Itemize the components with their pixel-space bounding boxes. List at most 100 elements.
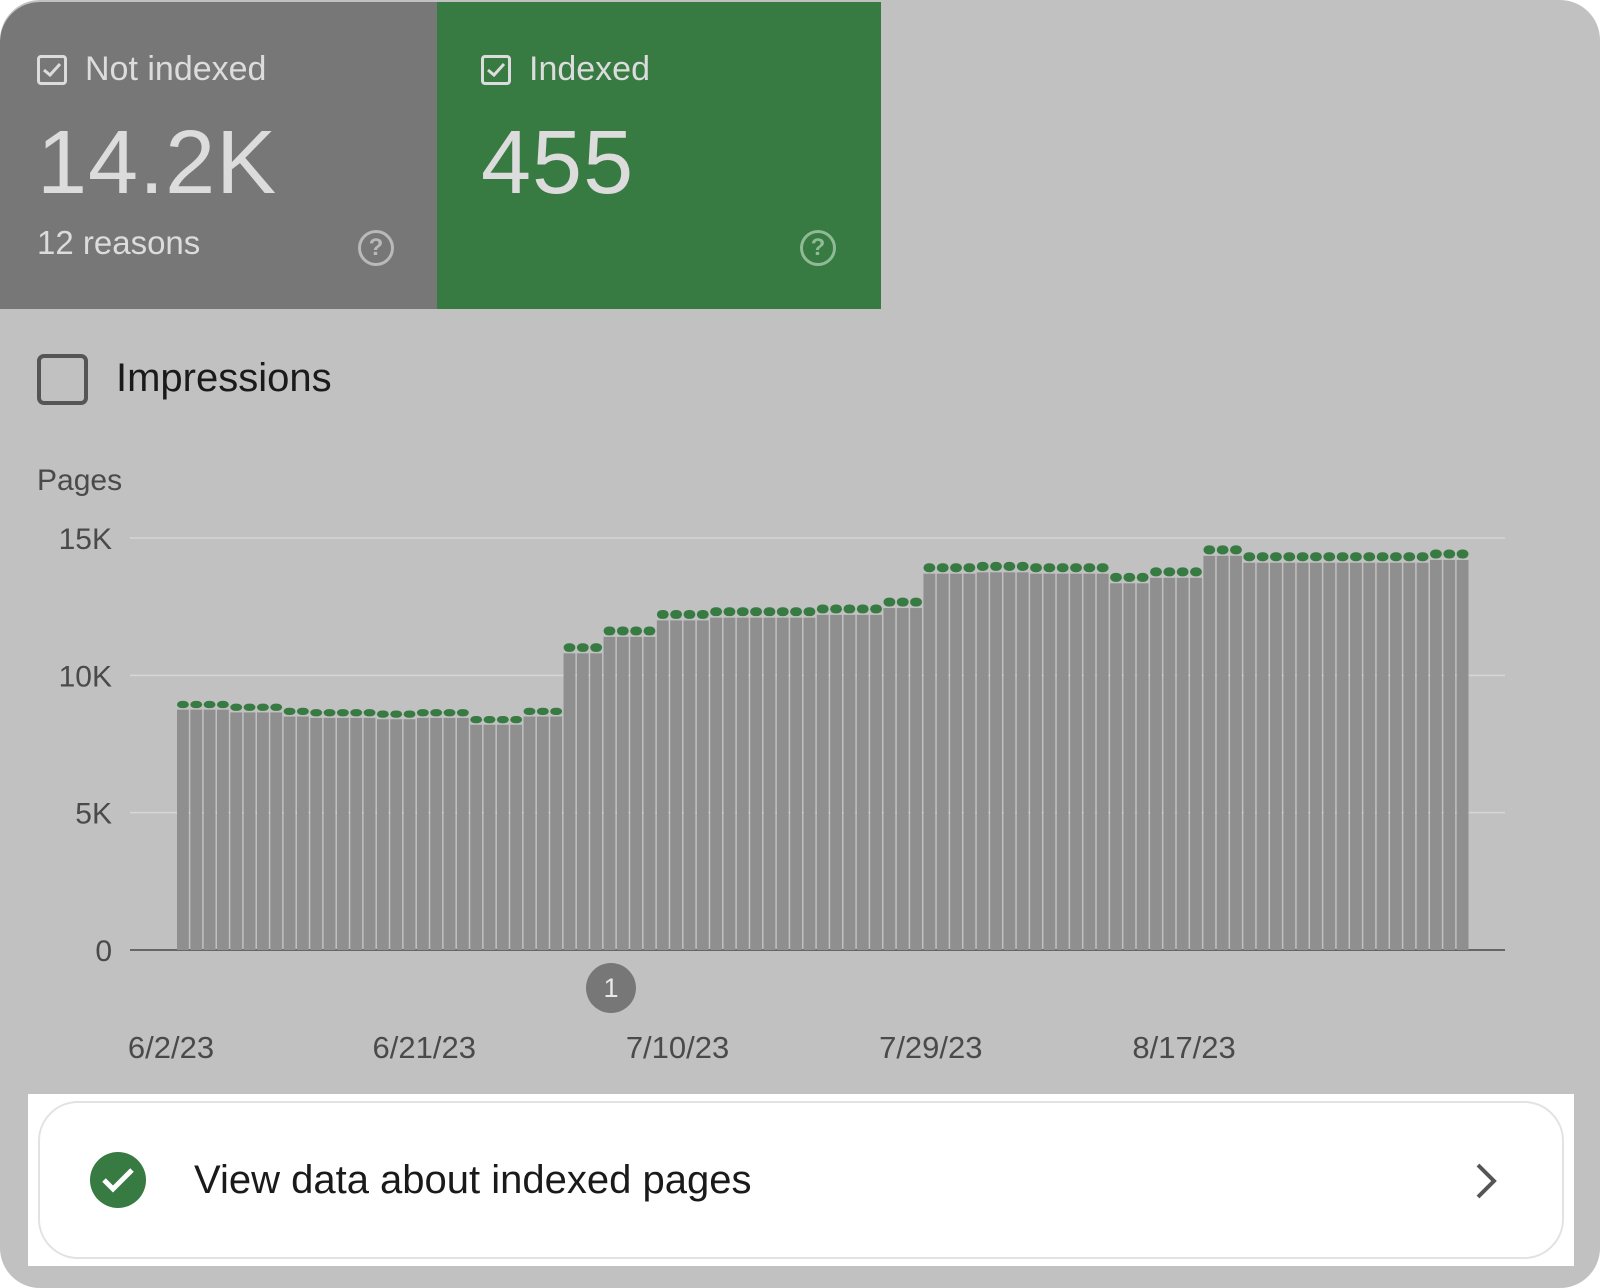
bar-not-indexed[interactable]	[763, 617, 776, 950]
bar-indexed[interactable]	[856, 604, 869, 614]
bar-indexed[interactable]	[1136, 572, 1149, 582]
bar-not-indexed[interactable]	[1323, 562, 1336, 950]
bar-indexed[interactable]	[603, 626, 616, 636]
bar-not-indexed[interactable]	[456, 717, 469, 950]
bar-not-indexed[interactable]	[1190, 577, 1202, 950]
bar-indexed[interactable]	[536, 707, 549, 716]
bar-not-indexed[interactable]	[883, 608, 896, 950]
bar-not-indexed[interactable]	[1283, 562, 1296, 950]
bar-indexed[interactable]	[1216, 545, 1229, 555]
bar-not-indexed[interactable]	[1350, 562, 1362, 950]
bar-indexed[interactable]	[1270, 552, 1282, 562]
bar-not-indexed[interactable]	[750, 617, 763, 950]
bar-not-indexed[interactable]	[923, 573, 936, 950]
bar-not-indexed[interactable]	[670, 620, 683, 950]
bar-indexed[interactable]	[643, 626, 656, 636]
bar-not-indexed[interactable]	[576, 653, 589, 950]
bar-indexed[interactable]	[563, 643, 576, 652]
bar-not-indexed[interactable]	[1096, 573, 1109, 950]
bar-not-indexed[interactable]	[870, 614, 882, 950]
bar-indexed[interactable]	[1043, 563, 1056, 573]
bar-not-indexed[interactable]	[1163, 577, 1176, 950]
bar-indexed[interactable]	[790, 607, 803, 617]
bar-not-indexed[interactable]	[350, 717, 363, 950]
bar-indexed[interactable]	[270, 703, 283, 711]
bar-not-indexed[interactable]	[1003, 572, 1016, 950]
bar-not-indexed[interactable]	[910, 608, 922, 950]
bar-not-indexed[interactable]	[723, 617, 736, 950]
bar-not-indexed[interactable]	[523, 716, 536, 950]
bar-not-indexed[interactable]	[1336, 562, 1349, 950]
indexed-checkbox[interactable]	[481, 54, 511, 85]
view-indexed-pages-button[interactable]: View data about indexed pages	[38, 1101, 1564, 1259]
bar-indexed[interactable]	[1163, 567, 1176, 577]
bar-not-indexed[interactable]	[736, 617, 749, 950]
bar-indexed[interactable]	[1403, 552, 1416, 562]
bar-not-indexed[interactable]	[1430, 559, 1442, 950]
bar-not-indexed[interactable]	[390, 719, 403, 950]
bar-indexed[interactable]	[736, 607, 749, 617]
bar-indexed[interactable]	[830, 604, 842, 614]
bar-not-indexed[interactable]	[1070, 573, 1082, 950]
bar-not-indexed[interactable]	[203, 709, 216, 950]
bar-not-indexed[interactable]	[1123, 583, 1136, 950]
bar-indexed[interactable]	[243, 703, 256, 711]
bar-not-indexed[interactable]	[696, 620, 709, 950]
bar-indexed[interactable]	[1243, 552, 1256, 562]
bar-not-indexed[interactable]	[1016, 572, 1029, 950]
bar-indexed[interactable]	[1336, 552, 1349, 562]
bar-indexed[interactable]	[1083, 563, 1096, 573]
bar-indexed[interactable]	[510, 715, 523, 724]
bar-not-indexed[interactable]	[950, 573, 962, 950]
bar-not-indexed[interactable]	[1270, 562, 1282, 950]
bar-indexed[interactable]	[390, 710, 403, 718]
bar-not-indexed[interactable]	[430, 717, 443, 950]
bar-indexed[interactable]	[496, 715, 509, 724]
bar-not-indexed[interactable]	[336, 717, 349, 950]
bar-indexed[interactable]	[750, 607, 763, 617]
bar-not-indexed[interactable]	[603, 636, 616, 950]
bar-indexed[interactable]	[283, 707, 296, 716]
not-indexed-card[interactable]: Not indexed 14.2K 12 reasons ?	[0, 2, 437, 309]
help-icon[interactable]: ?	[800, 230, 836, 266]
indexed-card[interactable]: Indexed 455 ?	[437, 2, 881, 309]
bar-indexed[interactable]	[936, 563, 949, 573]
bar-indexed[interactable]	[1430, 549, 1442, 559]
bar-not-indexed[interactable]	[1256, 562, 1269, 950]
bar-not-indexed[interactable]	[843, 614, 856, 950]
bar-indexed[interactable]	[910, 597, 922, 607]
bar-not-indexed[interactable]	[776, 617, 789, 950]
bar-not-indexed[interactable]	[643, 636, 656, 950]
bar-not-indexed[interactable]	[270, 712, 283, 950]
bar-indexed[interactable]	[1283, 552, 1296, 562]
bar-indexed[interactable]	[1310, 552, 1322, 562]
bar-indexed[interactable]	[203, 700, 216, 709]
bar-not-indexed[interactable]	[1083, 573, 1096, 950]
bar-indexed[interactable]	[1123, 572, 1136, 582]
bar-not-indexed[interactable]	[1230, 555, 1242, 950]
bar-not-indexed[interactable]	[710, 617, 723, 950]
bar-not-indexed[interactable]	[683, 620, 696, 950]
bar-indexed[interactable]	[683, 609, 696, 619]
bar-not-indexed[interactable]	[830, 614, 842, 950]
bar-indexed[interactable]	[350, 709, 363, 717]
bar-not-indexed[interactable]	[1203, 555, 1216, 950]
bar-indexed[interactable]	[296, 707, 309, 716]
bar-indexed[interactable]	[616, 626, 629, 636]
bar-indexed[interactable]	[870, 604, 882, 614]
bar-indexed[interactable]	[1203, 545, 1216, 555]
bar-indexed[interactable]	[923, 563, 936, 573]
bar-indexed[interactable]	[1390, 552, 1402, 562]
bar-indexed[interactable]	[363, 709, 376, 717]
bar-indexed[interactable]	[190, 700, 203, 709]
bar-indexed[interactable]	[1190, 567, 1202, 577]
bar-not-indexed[interactable]	[1296, 562, 1309, 950]
bar-not-indexed[interactable]	[1456, 559, 1469, 950]
bar-not-indexed[interactable]	[896, 608, 909, 950]
bar-indexed[interactable]	[323, 709, 336, 717]
bar-indexed[interactable]	[576, 643, 589, 652]
bar-indexed[interactable]	[1456, 549, 1469, 559]
bar-not-indexed[interactable]	[1416, 562, 1429, 950]
bar-indexed[interactable]	[177, 700, 189, 709]
bar-indexed[interactable]	[990, 561, 1002, 571]
